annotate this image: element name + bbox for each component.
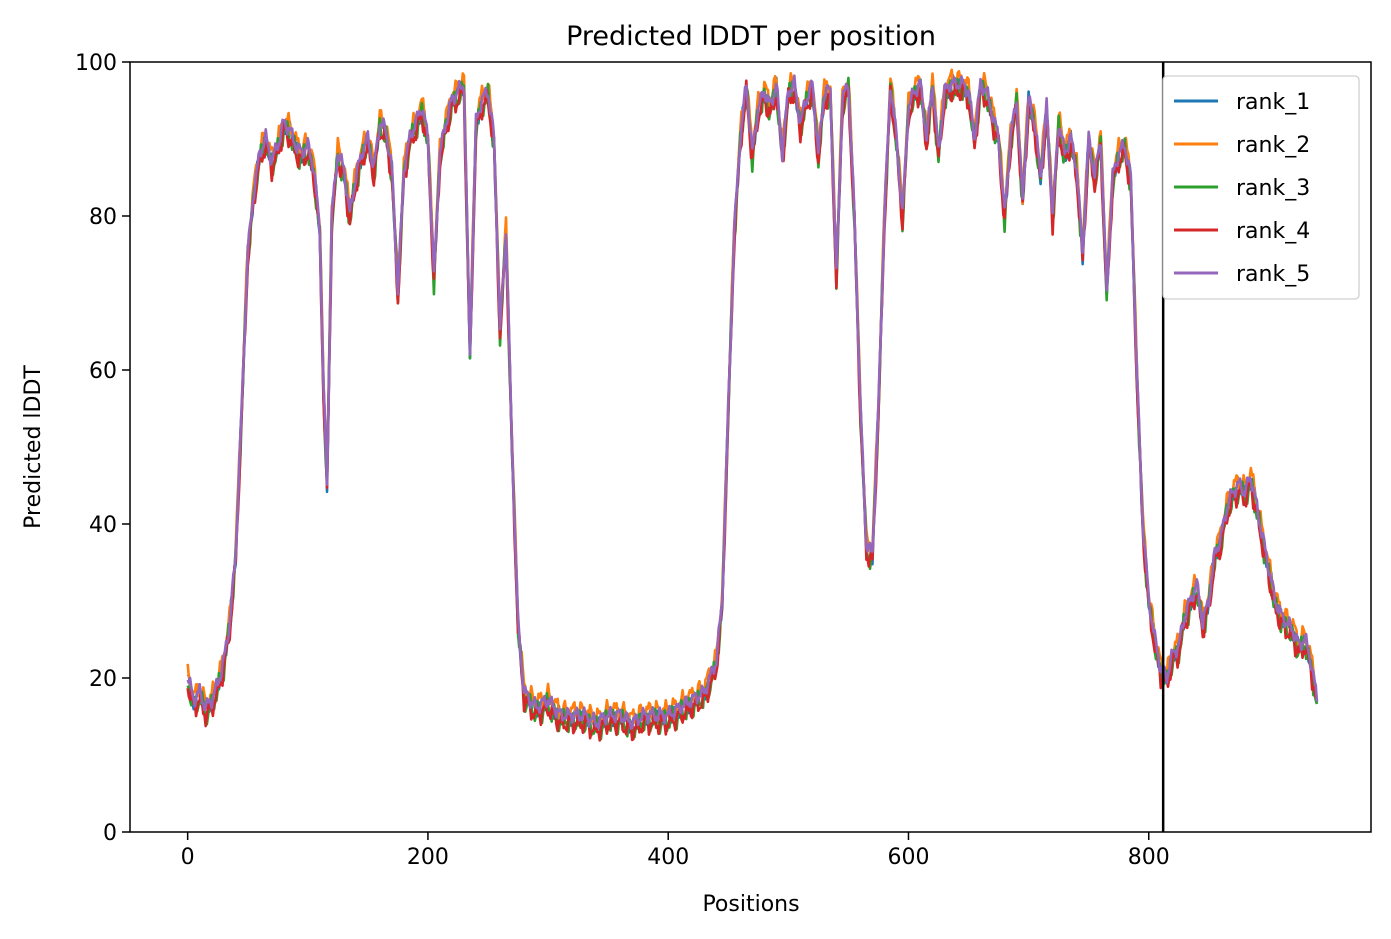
plot-area <box>186 68 1319 742</box>
y-tick-label: 40 <box>89 513 117 538</box>
y-tick-label: 60 <box>89 359 117 384</box>
series-layer <box>186 68 1319 742</box>
series-line-rank-5 <box>186 74 1319 730</box>
y-tick-label: 20 <box>89 667 117 692</box>
legend-label: rank_3 <box>1236 176 1310 201</box>
legend: rank_1 rank_2 rank_3 rank_4 rank_5 <box>1162 75 1360 300</box>
legend-label: rank_2 <box>1236 133 1310 158</box>
y-axis-label: Predicted lDDT <box>21 365 46 529</box>
legend-box <box>1162 75 1360 300</box>
y-tick-label: 80 <box>89 205 117 230</box>
x-tick-label: 800 <box>1128 845 1170 870</box>
legend-label: rank_1 <box>1236 90 1310 115</box>
x-axis-label: Positions <box>702 892 799 917</box>
legend-label: rank_5 <box>1236 262 1310 287</box>
legend-label: rank_4 <box>1236 219 1310 244</box>
y-tick-label: 100 <box>75 51 117 76</box>
y-tick-label: 0 <box>103 821 117 846</box>
y-axis-ticks: 0 20 40 60 80 100 <box>75 51 130 846</box>
x-tick-label: 0 <box>181 845 195 870</box>
plot-frame <box>129 61 1372 833</box>
x-tick-label: 600 <box>887 845 929 870</box>
x-tick-label: 400 <box>647 845 689 870</box>
x-axis-ticks: 0 200 400 600 800 <box>181 832 1170 870</box>
chart-title: Predicted lDDT per position <box>566 21 936 52</box>
x-tick-label: 200 <box>407 845 449 870</box>
